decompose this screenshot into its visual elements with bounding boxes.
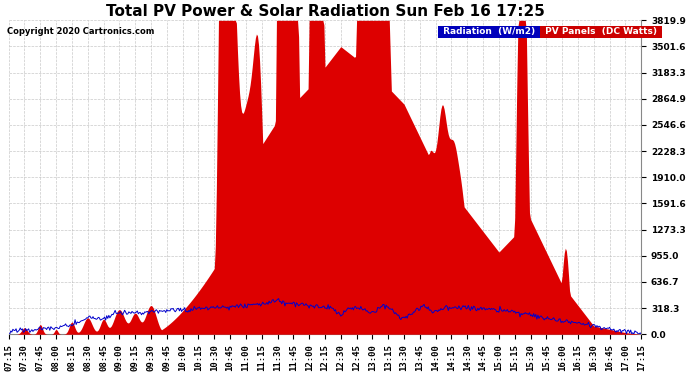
Title: Total PV Power & Solar Radiation Sun Feb 16 17:25: Total PV Power & Solar Radiation Sun Feb… [106, 4, 544, 19]
Text: Copyright 2020 Cartronics.com: Copyright 2020 Cartronics.com [7, 27, 155, 36]
Text: PV Panels  (DC Watts): PV Panels (DC Watts) [542, 27, 660, 36]
Text: Radiation  (W/m2): Radiation (W/m2) [440, 27, 538, 36]
